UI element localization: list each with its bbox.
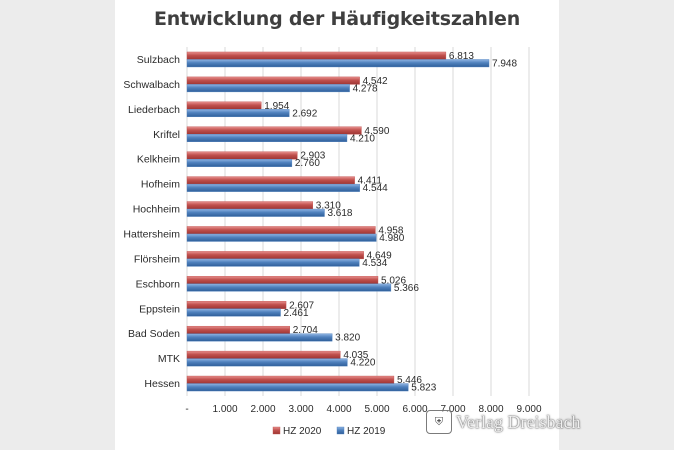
bar <box>186 126 362 135</box>
category-label: Hofheim <box>141 179 180 191</box>
legend-swatch <box>272 426 281 435</box>
data-label: 5.823 <box>411 383 436 394</box>
category-label: Hochheim <box>133 204 181 216</box>
data-label: 5.026 <box>381 275 406 286</box>
x-tick-label: 1.000 <box>212 404 237 415</box>
bar <box>186 251 364 260</box>
bar <box>186 233 377 242</box>
bar <box>186 325 290 334</box>
x-tick-label: 5.000 <box>364 404 389 415</box>
data-label: 4.220 <box>350 358 375 369</box>
bar <box>186 158 293 167</box>
bar <box>186 176 355 185</box>
x-tick-label: 6.000 <box>402 404 427 415</box>
coat-of-arms-icon: ⛨ <box>426 410 452 434</box>
bar <box>186 183 360 192</box>
x-tick-label: - <box>185 404 188 415</box>
data-label: 4.035 <box>343 350 368 361</box>
data-label: 4.980 <box>379 233 404 244</box>
x-tick-label: 2.000 <box>250 404 275 415</box>
x-tick-label: 4.000 <box>326 404 351 415</box>
data-label: 2.607 <box>289 300 314 311</box>
category-label: Liederbach <box>128 104 180 116</box>
data-label: 2.704 <box>293 325 318 336</box>
bar <box>186 84 350 93</box>
x-tick-label: 3.000 <box>288 404 313 415</box>
data-label: 3.618 <box>327 208 352 219</box>
bar <box>186 308 281 317</box>
data-label: 7.948 <box>492 58 517 69</box>
data-label: 5.446 <box>397 375 422 386</box>
bar <box>186 333 333 342</box>
category-label: Kelkheim <box>137 154 180 166</box>
x-tick-label: 7.000 <box>440 404 465 415</box>
bar <box>186 226 376 235</box>
x-tick-label: 8.000 <box>478 404 503 415</box>
bar <box>186 109 290 118</box>
bar <box>186 51 447 60</box>
chart-title: Entwicklung der Häufigkeitszahlen <box>153 8 521 30</box>
data-label: 4.544 <box>363 183 388 194</box>
legend-label: HZ 2020 <box>283 426 322 437</box>
bar <box>186 76 360 85</box>
data-label: 4.590 <box>364 126 389 137</box>
data-label: 6.813 <box>449 51 474 62</box>
data-label: 1.954 <box>264 101 289 112</box>
category-label: MTK <box>158 353 180 365</box>
data-label: 3.820 <box>335 333 360 344</box>
bar <box>186 258 360 267</box>
data-label: 3.310 <box>316 201 341 212</box>
bar <box>186 383 409 392</box>
bar <box>186 101 262 110</box>
bar <box>186 350 341 359</box>
data-label: 4.958 <box>378 225 403 236</box>
bar <box>186 151 298 160</box>
bar <box>186 375 395 384</box>
bar <box>186 301 287 309</box>
legend-swatch <box>336 426 345 435</box>
category-label: Hattersheim <box>123 228 180 240</box>
category-label: Schwalbach <box>123 79 180 91</box>
category-label: Eschborn <box>136 278 181 290</box>
category-label: Bad Soden <box>128 328 180 340</box>
bar <box>186 276 379 285</box>
bar <box>186 59 490 68</box>
publisher-watermark: ⛨ Verlag Dreisbach <box>426 410 580 434</box>
data-label: 4.210 <box>350 133 375 144</box>
legend-label: HZ 2019 <box>347 426 386 437</box>
data-label: 5.366 <box>394 283 419 294</box>
category-label: Hessen <box>144 378 180 390</box>
data-label: 4.542 <box>363 76 388 87</box>
bar <box>186 283 392 292</box>
watermark-text: Verlag Dreisbach <box>456 411 581 432</box>
bar <box>186 358 348 367</box>
category-label: Flörsheim <box>134 253 180 265</box>
data-label: 4.534 <box>362 258 387 269</box>
data-label: 2.461 <box>284 308 309 319</box>
x-tick-label: 9.000 <box>516 404 541 415</box>
bar-chart: - 1.000 2.000 3.000 4.000 5.000 6.000 7.000 8.00… <box>123 47 542 437</box>
data-label: 2.760 <box>295 158 320 169</box>
bar <box>186 208 325 217</box>
data-label: 4.411 <box>358 176 383 187</box>
category-label: Sulzbach <box>137 54 180 66</box>
data-label: 2.692 <box>292 108 317 119</box>
category-label: Kriftel <box>153 129 180 141</box>
bar <box>186 134 348 142</box>
data-label: 4.649 <box>367 250 392 261</box>
data-label: 4.278 <box>353 83 378 94</box>
bar <box>186 201 313 210</box>
category-label: Eppstein <box>139 303 180 315</box>
chart-page: Entwicklung der Häufigkeitszahlen - 1.000… <box>115 0 559 450</box>
data-label: 2.903 <box>300 151 325 162</box>
